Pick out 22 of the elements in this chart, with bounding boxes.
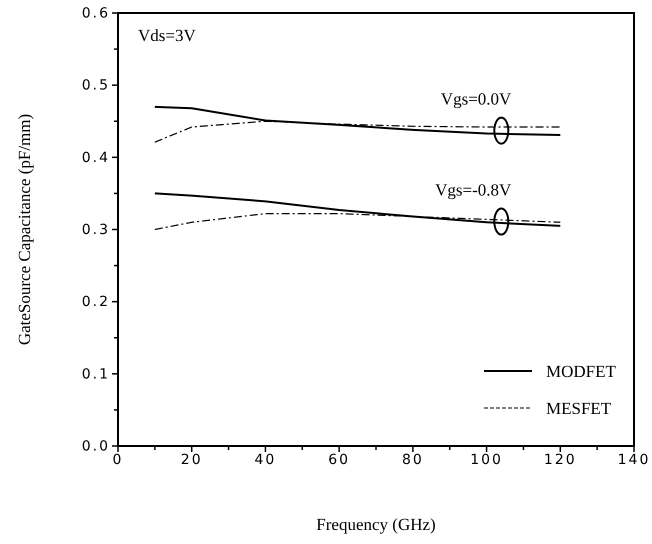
legend-label: MODFET [546, 362, 617, 381]
y-tick-label: 0.5 [82, 78, 110, 94]
y-tick-label: 0.0 [82, 438, 110, 454]
y-tick-label: 0.3 [82, 222, 110, 238]
annotation: Vgs=-0.8V [435, 180, 512, 200]
y-tick-label: 0.1 [82, 366, 110, 382]
y-tick-label: 0.2 [82, 294, 110, 310]
annotation: Vgs=0.0V [440, 90, 512, 109]
x-tick-label: 140 [618, 452, 650, 468]
y-tick-label: 0.6 [82, 5, 110, 22]
x-axis-title: Frequency (GHz) [316, 515, 436, 534]
y-axis-title: GateSource Capacitance (pF/mm) [15, 114, 34, 346]
legend-label: MESFET [546, 399, 612, 418]
annotation: Vds=3V [138, 26, 196, 45]
x-tick-label: 100 [470, 452, 503, 468]
x-tick-label: 0 [112, 452, 124, 468]
x-tick-label: 40 [254, 452, 276, 468]
x-tick-label: 80 [402, 452, 424, 468]
x-tick-label: 60 [328, 452, 350, 468]
x-tick-label: 120 [544, 452, 577, 468]
x-tick-label: 20 [180, 452, 203, 468]
y-tick-label: 0.4 [82, 150, 110, 166]
